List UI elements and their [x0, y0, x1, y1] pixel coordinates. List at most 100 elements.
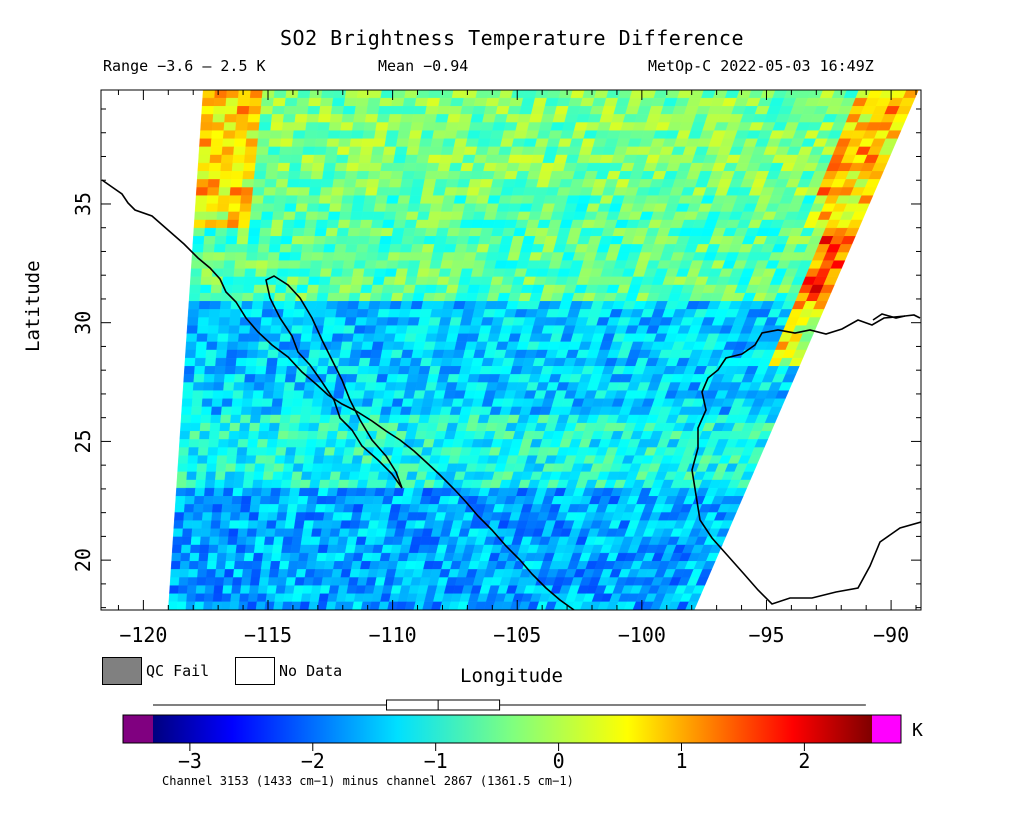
swath-cell [396, 374, 409, 383]
swath-cell [299, 601, 311, 610]
swath-cell [377, 179, 391, 188]
swath-cell [486, 292, 500, 302]
swath-cell [364, 325, 377, 334]
swath-cell [283, 211, 296, 221]
swath-cell [211, 130, 225, 139]
swath-cell [425, 333, 438, 343]
swath-cell [413, 341, 426, 351]
swath-cell [476, 292, 490, 302]
swath-cell [220, 414, 232, 424]
colorbar-tick-label: −1 [424, 749, 448, 773]
swath-cell [416, 374, 430, 383]
swath-cell [199, 536, 211, 546]
swath-cell [244, 146, 258, 156]
swath-cell [380, 227, 394, 237]
swath-cell [345, 487, 358, 497]
swath-cell [288, 496, 300, 505]
colorbar-underflow [123, 715, 153, 743]
swath-cell [340, 203, 354, 213]
swath-cell [257, 341, 270, 351]
swath-cell [249, 211, 263, 221]
swath-cell [498, 244, 512, 253]
swath-cell [376, 252, 390, 261]
swath-cell [189, 276, 202, 286]
swath-cell [366, 106, 380, 115]
swath-cell [411, 398, 424, 408]
swath-cell [517, 162, 532, 172]
swath-cell [224, 366, 237, 375]
swath-cell [457, 601, 469, 610]
swath-cell [214, 479, 226, 489]
swath-cell [237, 341, 249, 351]
swath-cell [264, 601, 275, 610]
swath-cell [426, 374, 440, 383]
swath-cell [373, 268, 387, 278]
swath-cell [377, 106, 392, 115]
swath-cell [298, 422, 310, 432]
swath-cell [411, 179, 426, 188]
x-tick-label: −100 [618, 623, 666, 647]
swath-cell [397, 195, 411, 204]
swath-cell [300, 536, 312, 546]
swath-cell [267, 252, 280, 261]
swath-cell [380, 90, 395, 99]
swath-cell [204, 487, 215, 497]
swath-cell [232, 284, 245, 294]
swath-cell [332, 390, 345, 399]
no-data-swatch [235, 657, 275, 685]
swath-cell [279, 244, 292, 253]
swath-cell [416, 268, 430, 278]
swath-cell [355, 179, 369, 188]
swath-cell [300, 333, 313, 343]
swath-cell [413, 284, 427, 294]
swath-cell [492, 268, 506, 278]
swath-cell [241, 187, 254, 196]
swath-cell [425, 106, 439, 115]
swath-cell [193, 219, 206, 229]
swath-cell [273, 90, 287, 99]
swath-cell [452, 146, 466, 156]
swath-cell [351, 341, 364, 351]
swath-cell [415, 219, 429, 229]
swath-cell [215, 569, 226, 578]
swath-cell [410, 244, 424, 253]
swath-cell [209, 528, 221, 538]
swath-cell [199, 431, 211, 440]
swath-cell [319, 585, 331, 594]
swath-cell [511, 236, 525, 245]
swath-cell [224, 252, 237, 261]
swath-cell [301, 154, 315, 164]
swath-cell [309, 268, 322, 278]
swath-cell [249, 577, 261, 586]
swath-cell [377, 244, 391, 253]
swath-cell [219, 179, 232, 188]
swath-cell [218, 317, 231, 326]
range-text: Range −3.6 – 2.5 K [103, 57, 266, 75]
swath-cell [462, 154, 476, 164]
swath-cell [368, 301, 381, 310]
swath-cell [305, 122, 319, 131]
swath-cell [529, 114, 544, 123]
swath-cell [346, 162, 360, 172]
swath-cell [271, 219, 284, 229]
swath-cell [328, 284, 341, 294]
swath-cell [352, 504, 364, 513]
swath-cell [395, 601, 408, 610]
swath-cell [326, 138, 340, 148]
swath-cell [198, 301, 211, 310]
swath-cell [492, 219, 507, 229]
swath-cell [229, 520, 240, 529]
swath-cell [284, 585, 295, 594]
swath-cell [247, 439, 259, 448]
swath-cell [315, 439, 327, 448]
swath-cell [443, 130, 458, 139]
swath-cell [344, 317, 357, 326]
swath-cell [350, 276, 364, 286]
swath-cell [313, 569, 325, 578]
swath-cell [365, 252, 379, 261]
swath-cell [398, 122, 413, 131]
swath-cell [458, 276, 472, 286]
swath-cell [201, 106, 215, 115]
swath-cell [416, 325, 429, 334]
swath-cell [255, 366, 267, 375]
